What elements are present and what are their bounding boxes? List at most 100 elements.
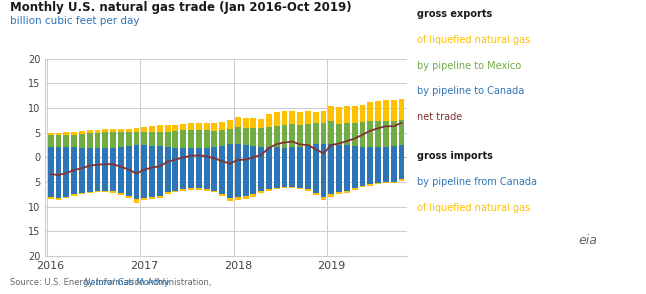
Bar xyxy=(188,123,194,130)
Bar xyxy=(110,191,116,193)
Bar xyxy=(203,123,209,130)
Bar xyxy=(274,112,280,126)
Bar xyxy=(328,106,334,121)
Text: net trade: net trade xyxy=(417,112,462,122)
Bar xyxy=(344,123,350,145)
Bar xyxy=(203,148,209,157)
Bar xyxy=(368,121,373,147)
Bar xyxy=(134,145,140,157)
Bar xyxy=(79,148,85,157)
Bar xyxy=(196,188,202,190)
Bar xyxy=(313,157,318,193)
Bar xyxy=(110,129,116,132)
Bar xyxy=(56,198,61,200)
Bar xyxy=(48,157,54,197)
Bar xyxy=(383,182,389,183)
Bar xyxy=(149,132,155,146)
Bar xyxy=(360,122,366,147)
Bar xyxy=(71,148,77,157)
Bar xyxy=(63,157,69,197)
Bar xyxy=(243,118,249,128)
Bar xyxy=(383,157,389,182)
Bar xyxy=(188,157,194,188)
Bar xyxy=(165,148,171,157)
Bar xyxy=(172,191,178,192)
Text: by pipeline to Mexico: by pipeline to Mexico xyxy=(417,61,521,71)
Bar xyxy=(141,132,147,146)
Bar xyxy=(211,131,217,148)
Bar xyxy=(172,125,178,131)
Bar xyxy=(63,147,69,157)
Bar xyxy=(87,148,92,157)
Bar xyxy=(172,131,178,148)
Bar xyxy=(118,193,124,195)
Bar xyxy=(289,157,295,187)
Bar xyxy=(289,124,295,148)
Bar xyxy=(297,148,303,157)
Bar xyxy=(344,106,350,123)
Bar xyxy=(203,130,209,148)
Bar xyxy=(399,145,404,157)
Bar xyxy=(328,194,334,197)
Bar xyxy=(219,146,225,157)
Bar xyxy=(289,148,295,157)
Bar xyxy=(328,143,334,157)
Bar xyxy=(368,102,373,121)
Bar xyxy=(87,192,92,193)
Bar xyxy=(134,199,140,203)
Bar xyxy=(211,157,217,191)
Bar xyxy=(165,125,171,132)
Bar xyxy=(391,100,397,121)
Bar xyxy=(282,125,287,148)
Bar xyxy=(344,157,350,191)
Bar xyxy=(368,157,373,184)
Bar xyxy=(56,133,61,135)
Bar xyxy=(71,194,77,196)
Bar xyxy=(180,124,186,130)
Bar xyxy=(227,198,233,201)
Bar xyxy=(126,157,132,196)
Bar xyxy=(282,111,287,125)
Bar xyxy=(102,191,108,192)
Bar xyxy=(157,125,163,132)
Bar xyxy=(399,120,404,145)
Bar xyxy=(94,148,100,157)
Bar xyxy=(383,100,389,121)
Bar xyxy=(336,157,342,192)
Bar xyxy=(375,121,381,148)
Bar xyxy=(305,124,311,146)
Bar xyxy=(297,188,303,189)
Bar xyxy=(79,131,85,134)
Bar xyxy=(375,157,381,183)
Bar xyxy=(368,147,373,157)
Bar xyxy=(141,127,147,132)
Bar xyxy=(227,129,233,144)
Bar xyxy=(360,105,366,122)
Bar xyxy=(126,129,132,132)
Bar xyxy=(352,106,358,123)
Bar xyxy=(258,119,264,128)
Bar xyxy=(360,147,366,157)
Bar xyxy=(165,157,171,192)
Bar xyxy=(126,132,132,146)
Bar xyxy=(149,146,155,157)
Bar xyxy=(196,157,202,188)
Bar xyxy=(196,123,202,130)
Text: of liquefied natural gas: of liquefied natural gas xyxy=(417,203,530,213)
Bar xyxy=(196,130,202,148)
Bar xyxy=(352,146,358,157)
Bar xyxy=(79,193,85,194)
Bar xyxy=(305,146,311,157)
Bar xyxy=(165,192,171,194)
Bar xyxy=(211,148,217,157)
Bar xyxy=(383,121,389,147)
Bar xyxy=(94,130,100,133)
Bar xyxy=(266,148,272,157)
Bar xyxy=(313,144,318,157)
Bar xyxy=(180,189,186,191)
Bar xyxy=(203,157,209,189)
Text: gross imports: gross imports xyxy=(417,151,492,161)
Bar xyxy=(118,157,124,193)
Bar xyxy=(118,129,124,132)
Bar xyxy=(336,106,342,124)
